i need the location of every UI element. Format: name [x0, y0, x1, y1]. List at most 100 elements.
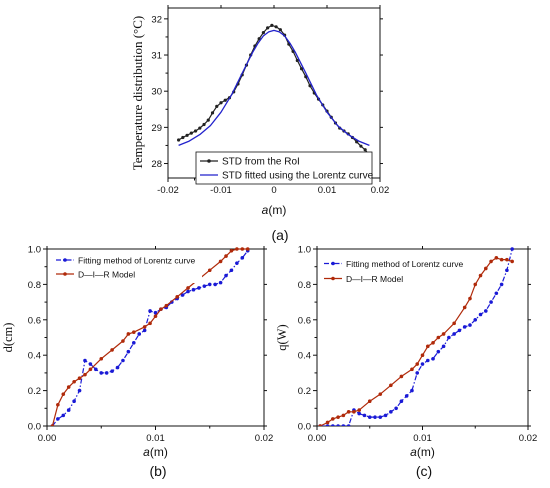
x-axis-unit: (m): [417, 445, 435, 459]
data-point: [346, 424, 351, 426]
legend-swatch-marker: [331, 261, 335, 266]
data-point: [462, 325, 467, 329]
data-point: [218, 280, 223, 285]
data-point: [153, 310, 158, 315]
y-axis-label: d(cm): [1, 323, 15, 353]
data-point: [468, 323, 472, 327]
x-tick-label: 0.00: [38, 433, 57, 444]
x-axis-unit: (m): [268, 203, 286, 217]
data-point: [110, 369, 114, 373]
data-point: [420, 353, 425, 358]
data-point: [218, 259, 223, 264]
data-point: [229, 268, 234, 273]
data-point: [153, 314, 158, 319]
data-point: [261, 30, 265, 35]
data-point: [389, 383, 393, 388]
data-point: [94, 367, 98, 372]
data-point: [148, 321, 152, 326]
x-axis-variable: a: [143, 445, 150, 459]
data-point: [126, 349, 131, 354]
data-point: [121, 339, 125, 343]
data-point: [197, 286, 201, 290]
y-tick-label: 0.0: [298, 422, 311, 433]
data-point: [394, 406, 398, 411]
data-point: [336, 424, 340, 426]
x-tick-label: 0.01: [146, 433, 165, 444]
data-point: [367, 415, 372, 419]
data-point: [83, 372, 87, 377]
x-axis-variable: a: [262, 203, 269, 217]
legend-label: Fitting method of Lorentz curve: [346, 259, 463, 269]
data-point: [431, 356, 435, 361]
y-axis-label: q(W): [275, 324, 289, 350]
series-line: [51, 248, 248, 426]
series-a-1: [178, 29, 370, 147]
data-point: [50, 424, 55, 426]
data-point: [99, 371, 104, 375]
y-tick-label: 32: [151, 14, 162, 25]
data-point: [137, 332, 142, 336]
data-point: [235, 247, 239, 251]
data-point: [299, 67, 304, 71]
data-point: [489, 300, 493, 304]
data-point: [56, 417, 60, 421]
data-point: [357, 411, 362, 416]
data-point: [359, 144, 363, 148]
series-c-1: [318, 256, 514, 426]
data-point: [489, 259, 493, 264]
data-point: [240, 247, 245, 251]
chart-panel-b: 0.00 0.01 0.02 0.0 0.2 0.4 0.6 0.8 1.0 a(m) d(cm) (…: [1, 245, 273, 480]
legend-swatch-marker: [207, 159, 211, 163]
data-point: [367, 399, 372, 404]
data-point: [441, 332, 446, 336]
legend-label: D—I—R Model: [78, 270, 135, 280]
data-point: [175, 294, 179, 299]
data-point: [99, 356, 104, 361]
y-tick-label: 0.8: [28, 280, 41, 291]
data-point: [499, 257, 504, 262]
data-point: [121, 358, 125, 363]
data-point: [457, 328, 462, 333]
x-tick-label: 0: [271, 185, 276, 196]
data-point: [240, 256, 245, 260]
data-point: [148, 309, 152, 313]
data-point: [115, 365, 120, 370]
data-point: [215, 104, 219, 108]
y-tick-label: 0.2: [28, 386, 41, 397]
data-point: [126, 332, 131, 336]
x-axis-variable: a: [410, 445, 417, 459]
y-tick-label: 28: [151, 159, 162, 170]
data-point: [266, 26, 270, 30]
data-point: [308, 84, 312, 88]
data-point: [389, 410, 393, 414]
data-point: [66, 385, 71, 389]
data-point: [363, 148, 367, 152]
data-point: [505, 257, 509, 262]
data-point: [447, 335, 451, 340]
y-tick-label: 0.0: [28, 422, 41, 433]
data-point: [66, 408, 71, 412]
legend-label: STD fitted using the Lorentz curve: [222, 171, 374, 182]
data-point: [341, 424, 346, 426]
x-tick-label: 0.02: [371, 185, 390, 196]
y-tick-label: 30: [151, 87, 162, 98]
panel-label: (b): [149, 463, 166, 479]
data-point: [206, 118, 210, 122]
data-point: [180, 293, 185, 297]
data-point: [164, 303, 169, 308]
series-a-0: [177, 23, 371, 158]
data-point: [499, 282, 504, 287]
data-point: [436, 335, 441, 340]
data-point: [484, 266, 488, 271]
data-point: [331, 424, 335, 426]
data-point: [362, 413, 367, 418]
y-tick-label: 0.6: [298, 315, 311, 326]
legend-label: STD from the RoI: [222, 157, 300, 168]
data-point: [278, 28, 282, 32]
data-point: [378, 415, 383, 419]
data-point: [325, 424, 330, 426]
y-tick-label: 0.8: [298, 280, 311, 291]
data-point: [436, 349, 441, 354]
data-point: [410, 388, 414, 393]
